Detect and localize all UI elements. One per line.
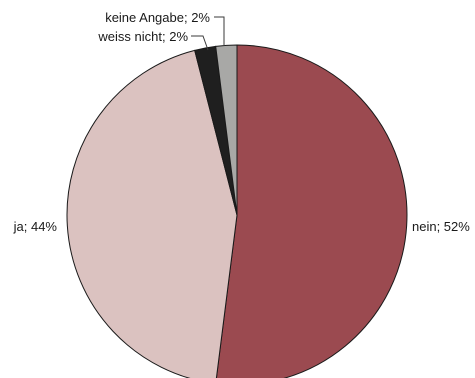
leader-line-3	[214, 16, 225, 46]
pie-slice-1	[66, 49, 238, 378]
pie-slice-0	[215, 44, 408, 378]
leader-line-2	[191, 35, 209, 51]
slice-label-1: ja; 44%	[13, 219, 58, 234]
slice-label-2: weiss nicht; 2%	[97, 29, 188, 44]
leader-lines	[191, 16, 225, 51]
pie-slices	[66, 44, 408, 378]
pie-slice-3	[215, 44, 238, 216]
slice-label-0: nein; 52%	[412, 219, 470, 234]
slice-labels: nein; 52% ja; 44% weiss nicht; 2% keine Ang…	[13, 10, 471, 234]
slice-label-3: keine Angabe; 2%	[105, 10, 210, 25]
